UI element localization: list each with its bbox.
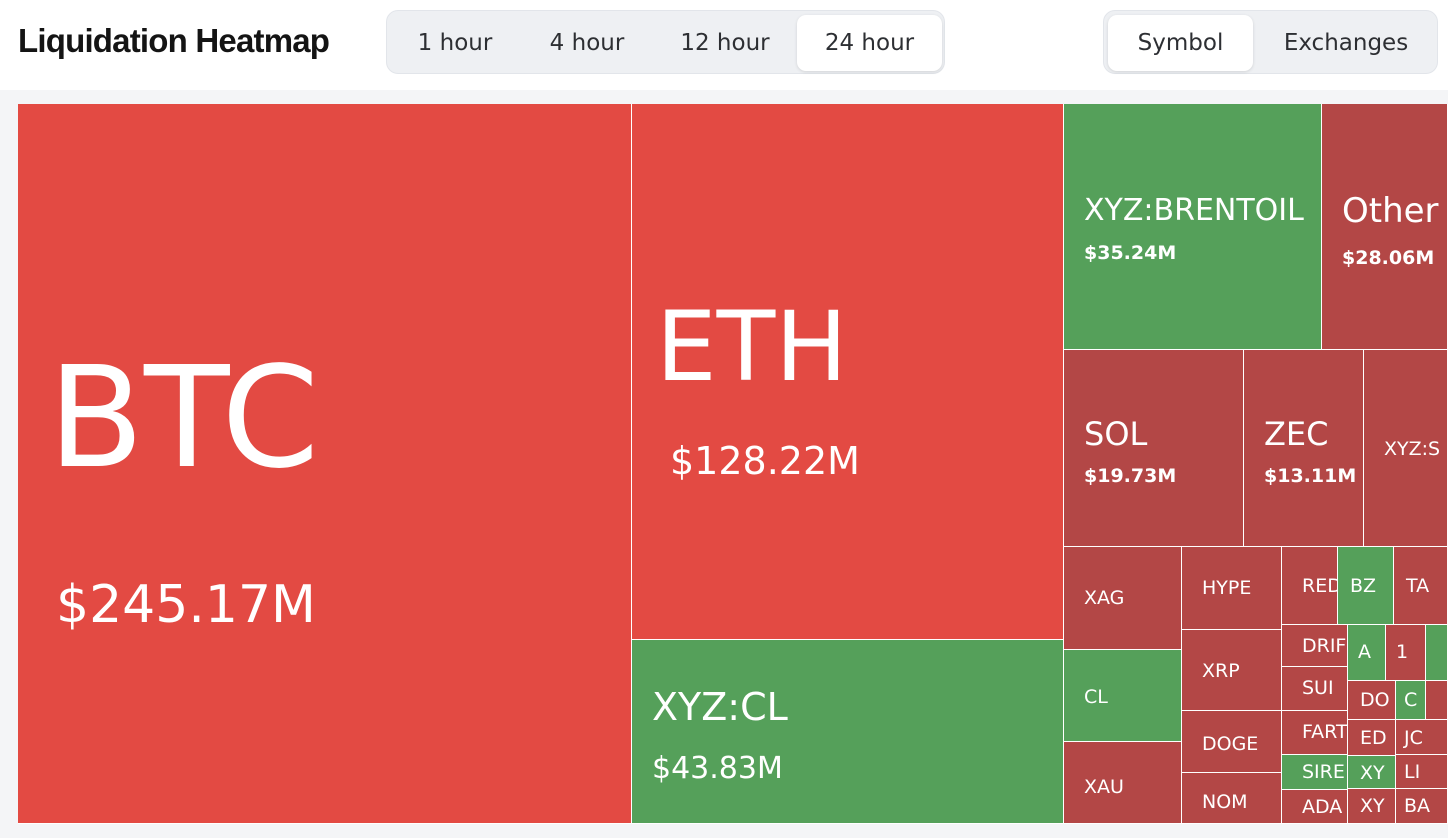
- tile-symbol: XAU: [1084, 776, 1124, 798]
- tile-symbol: XYZ:CL: [652, 685, 788, 729]
- tile-symbol: Other: [1342, 191, 1439, 231]
- tab-24-hour[interactable]: 24 hour: [797, 15, 942, 71]
- treemap-tile-drif[interactable]: DRIF: [1282, 625, 1348, 667]
- treemap-tile-xag[interactable]: XAG: [1064, 547, 1182, 650]
- tile-value: $245.17M: [56, 575, 316, 635]
- tile-symbol: XYZ:BRENTOIL: [1084, 193, 1304, 228]
- treemap-tile-sol[interactable]: SOL $19.73M: [1064, 350, 1244, 547]
- tile-value: $28.06M: [1342, 247, 1435, 269]
- treemap-tile-xyz-brentoil[interactable]: XYZ:BRENTOIL $35.24M: [1064, 104, 1322, 350]
- treemap-tile-hype[interactable]: HYPE: [1182, 547, 1282, 630]
- tile-symbol: SIRE: [1302, 761, 1345, 783]
- tile-symbol: LI: [1404, 761, 1421, 783]
- treemap-tile-other[interactable]: Other $28.06M: [1322, 104, 1448, 350]
- treemap-tile-sire[interactable]: SIRE: [1282, 755, 1348, 790]
- tile-symbol: TA: [1406, 575, 1430, 597]
- treemap-tile-xy[interactable]: XY: [1348, 756, 1396, 789]
- tile-value: $128.22M: [670, 439, 860, 483]
- tile-symbol: ADA: [1302, 796, 1343, 818]
- tab-exchanges[interactable]: Exchanges: [1283, 30, 1409, 56]
- tile-value: $35.24M: [1084, 242, 1177, 264]
- page-title: Liquidation Heatmap: [18, 22, 330, 59]
- tile-symbol: BTC: [48, 337, 320, 500]
- tile-value: $43.83M: [652, 751, 783, 786]
- treemap-tile-zec[interactable]: ZEC $13.11M: [1244, 350, 1364, 547]
- tab-1-hour[interactable]: 1 hour: [417, 30, 493, 56]
- tab-4-hour[interactable]: 4 hour: [549, 30, 625, 56]
- treemap-tile-unlabeled[interactable]: [1426, 625, 1448, 681]
- treemap-tile-ba[interactable]: BA: [1396, 789, 1448, 824]
- treemap-tile-xy[interactable]: XY: [1348, 789, 1396, 824]
- tile-symbol: A: [1358, 641, 1371, 663]
- tile-symbol: FART: [1302, 721, 1348, 743]
- tile-symbol: SUI: [1302, 677, 1334, 699]
- treemap-tile-ada[interactable]: ADA: [1282, 790, 1348, 824]
- treemap-tile-do[interactable]: DO: [1348, 681, 1396, 720]
- tile-symbol: NOM: [1202, 791, 1248, 813]
- treemap-tile-red[interactable]: RED: [1282, 547, 1338, 625]
- time-range-tabs: 1 hour 4 hour 12 hour 24 hour: [386, 10, 945, 74]
- treemap-tile-bz[interactable]: BZ: [1338, 547, 1394, 625]
- tile-symbol: XYZ:S: [1384, 438, 1441, 460]
- tile-symbol: XY: [1360, 795, 1385, 817]
- liquidation-treemap: BTC $245.17M ETH $128.22M XYZ:CL $43.83M XYZ:B…: [18, 104, 1448, 824]
- tile-symbol: HYPE: [1202, 577, 1252, 599]
- treemap-tile-eth[interactable]: ETH $128.22M: [632, 104, 1064, 640]
- treemap-tile-c[interactable]: C: [1396, 681, 1426, 720]
- tile-symbol: XY: [1360, 762, 1385, 784]
- treemap-tile-1[interactable]: 1: [1386, 625, 1426, 681]
- treemap-tile-sui[interactable]: SUI: [1282, 667, 1348, 711]
- tile-symbol: DRIF: [1302, 635, 1347, 657]
- treemap-tile-fart[interactable]: FART: [1282, 711, 1348, 755]
- tile-symbol: SOL: [1084, 415, 1148, 453]
- tab-symbol[interactable]: Symbol: [1108, 15, 1253, 71]
- treemap-tile-unlabeled[interactable]: [1426, 681, 1448, 720]
- tile-value: $19.73M: [1084, 465, 1177, 487]
- treemap-tile-ed[interactable]: ED: [1348, 720, 1396, 756]
- treemap-tile-xau[interactable]: XAU: [1064, 742, 1182, 824]
- treemap-tile-ta[interactable]: TA: [1394, 547, 1448, 625]
- group-by-tabs: Symbol Exchanges: [1103, 10, 1438, 74]
- tile-symbol: 1: [1396, 641, 1409, 663]
- treemap-tile-xrp[interactable]: XRP: [1182, 630, 1282, 711]
- treemap-tile-xyz-cl[interactable]: XYZ:CL $43.83M: [632, 640, 1064, 824]
- tile-symbol: XRP: [1202, 660, 1240, 682]
- tile-symbol: BA: [1404, 795, 1431, 817]
- tile-symbol: C: [1404, 689, 1418, 711]
- treemap-tile-a[interactable]: A: [1348, 625, 1386, 681]
- treemap-tile-nom[interactable]: NOM: [1182, 773, 1282, 824]
- treemap-tile-li[interactable]: LI: [1396, 755, 1448, 789]
- treemap-tile-btc[interactable]: BTC $245.17M: [18, 104, 632, 824]
- tile-symbol: DOGE: [1202, 733, 1259, 755]
- tile-symbol: BZ: [1350, 575, 1377, 597]
- tab-12-hour[interactable]: 12 hour: [680, 30, 770, 56]
- treemap-tile-cl[interactable]: CL: [1064, 650, 1182, 742]
- tile-symbol: ZEC: [1264, 415, 1329, 453]
- tile-symbol: JC: [1404, 727, 1423, 749]
- tile-symbol: ETH: [656, 291, 848, 403]
- tile-symbol: RED: [1302, 575, 1338, 597]
- tile-symbol: ED: [1360, 727, 1387, 749]
- treemap-tile-doge[interactable]: DOGE: [1182, 711, 1282, 773]
- treemap-tile-xyz-s[interactable]: XYZ:S: [1364, 350, 1448, 547]
- tile-symbol: DO: [1360, 689, 1390, 711]
- tile-symbol: XAG: [1084, 587, 1125, 609]
- tile-symbol: CL: [1084, 686, 1108, 708]
- tile-value: $13.11M: [1264, 465, 1357, 487]
- treemap-tile-jc[interactable]: JC: [1396, 720, 1448, 755]
